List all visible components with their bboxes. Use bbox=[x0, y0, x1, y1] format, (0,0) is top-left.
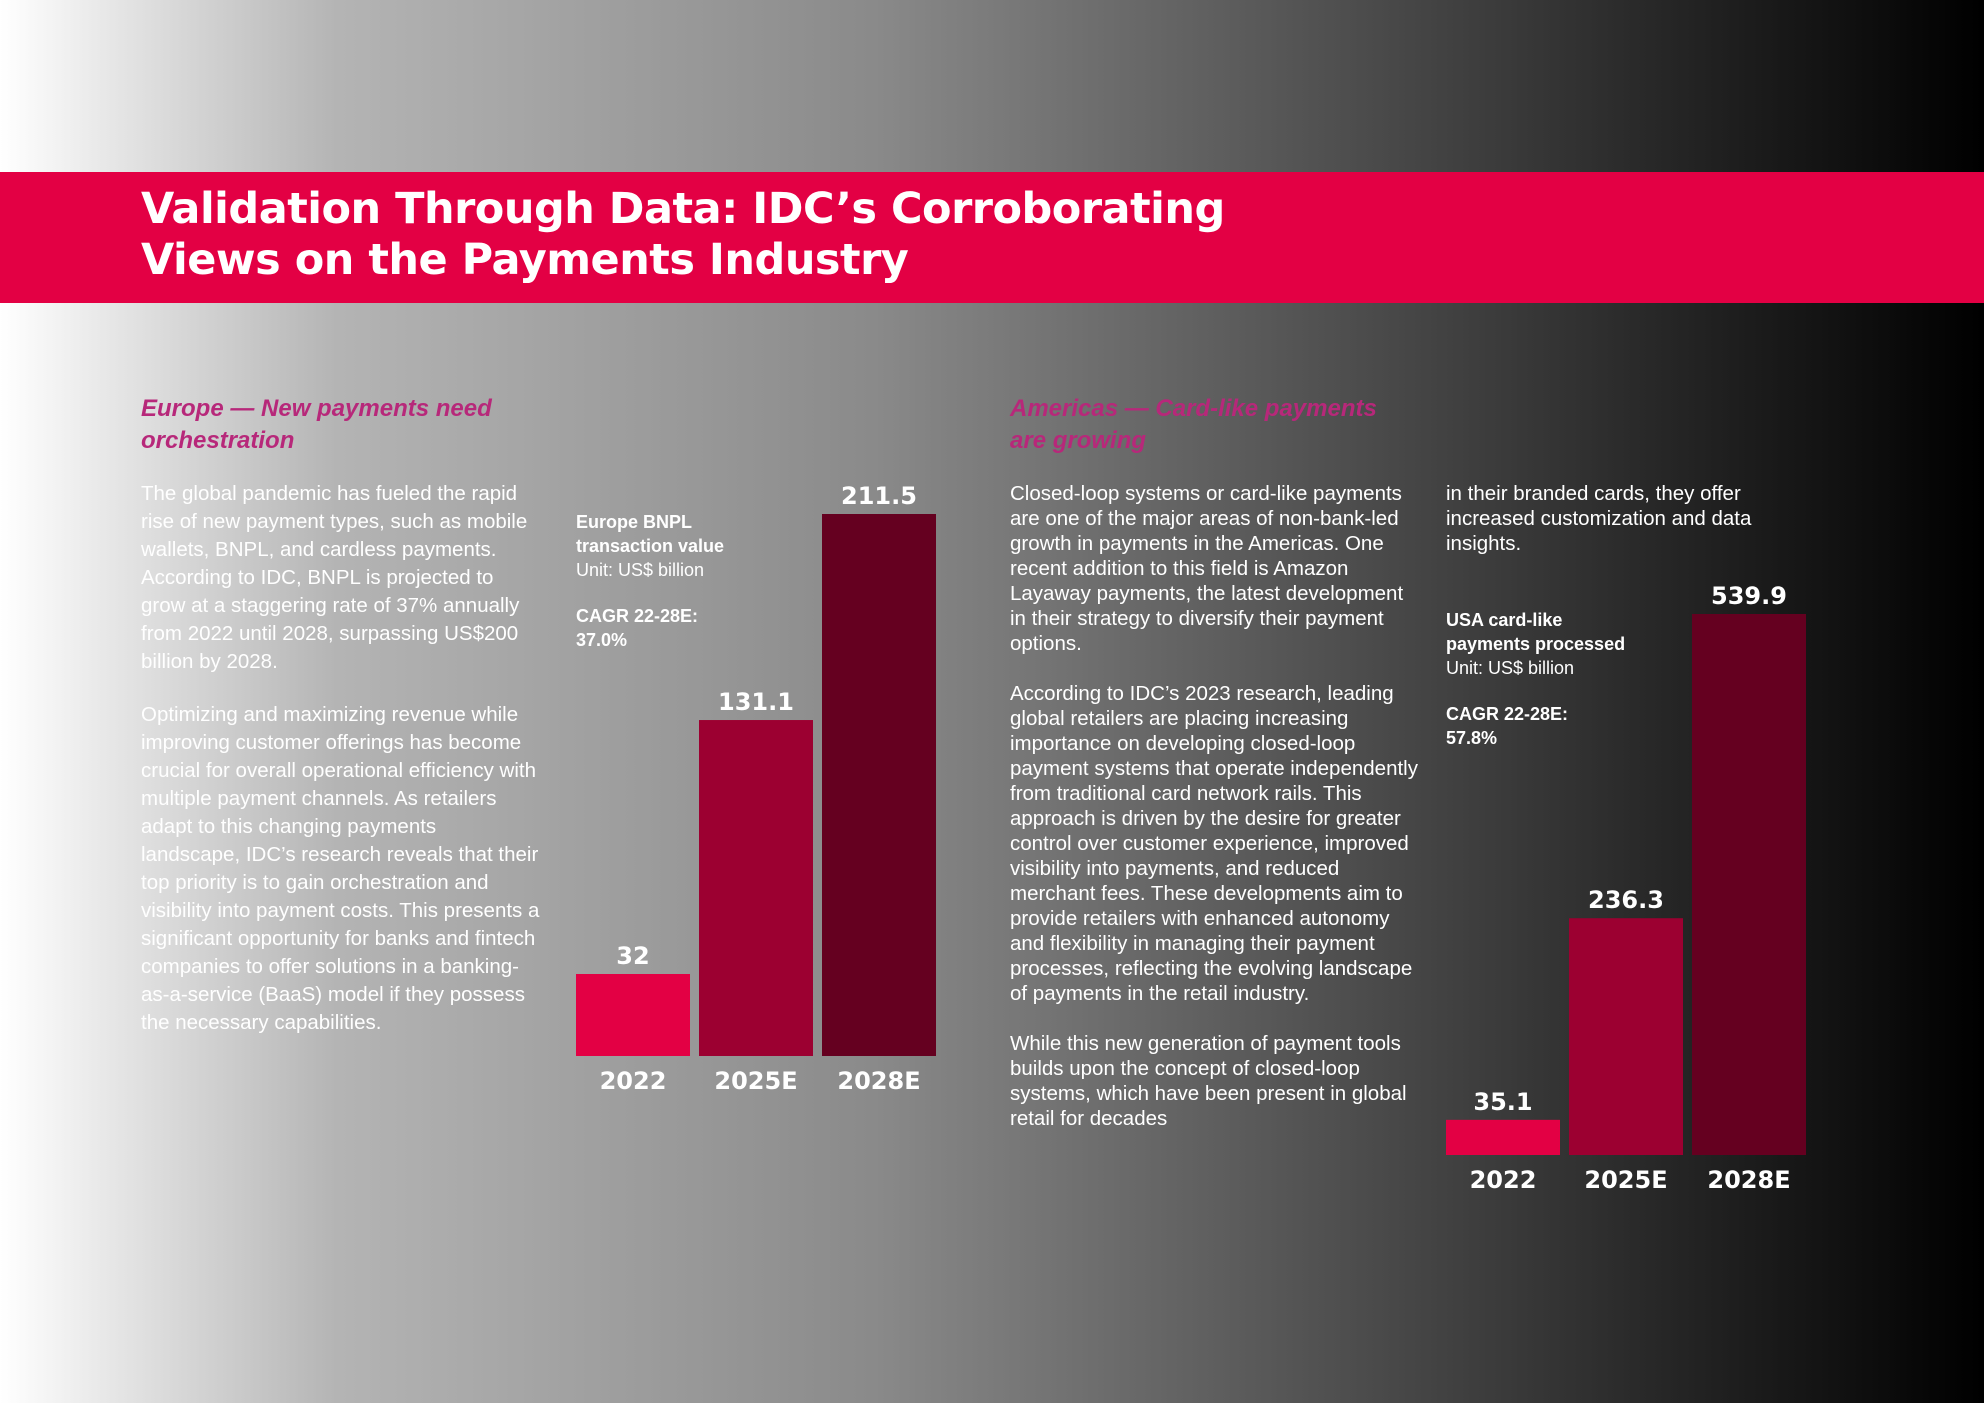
europe-bnpl-chart: Europe BNPL transaction value Unit: US$ … bbox=[575, 470, 945, 1095]
europe-paragraph-2: Optimizing and maximizing revenue while … bbox=[141, 703, 540, 1034]
usa-bar-2022 bbox=[1446, 1119, 1560, 1155]
americas-continuation-text: in their branded cards, they offer incre… bbox=[1446, 482, 1752, 555]
page-title-line-2: Views on the Payments Industry bbox=[141, 235, 909, 285]
usa-bar-2025e bbox=[1569, 918, 1683, 1155]
usa-category-label-2028e: 2028E bbox=[1707, 1166, 1790, 1194]
page-title-line-1: Validation Through Data: IDC’s Corrobora… bbox=[141, 184, 1225, 234]
europe-chart-title-line-2: transaction value bbox=[576, 536, 725, 556]
europe-chart-unit: Unit: US$ billion bbox=[576, 560, 705, 580]
europe-bar-2025e bbox=[699, 720, 813, 1056]
usa-chart-cagr-value: 57.8% bbox=[1446, 728, 1498, 748]
europe-category-label-2028e: 2028E bbox=[837, 1067, 920, 1095]
americas-continuation: in their branded cards, they offer incre… bbox=[1446, 481, 1816, 581]
europe-value-label-2025e: 131.1 bbox=[718, 688, 794, 716]
europe-category-label-2025e: 2025E bbox=[714, 1067, 797, 1095]
europe-bar-2022 bbox=[576, 973, 690, 1056]
europe-title-line-1: Europe — New payments need bbox=[141, 395, 492, 422]
usa-value-label-2028e: 539.9 bbox=[1711, 582, 1787, 610]
usa-card-like-chart: USA card-like payments processed Unit: U… bbox=[1445, 570, 1815, 1194]
europe-paragraph-1: The global pandemic has fueled the rapid… bbox=[141, 482, 528, 673]
europe-value-label-2028e: 211.5 bbox=[841, 482, 917, 510]
europe-value-label-2022: 32 bbox=[616, 942, 649, 970]
europe-chart-legend: Europe BNPL transaction value Unit: US$ … bbox=[576, 510, 776, 652]
europe-category-label-2022: 2022 bbox=[600, 1067, 667, 1095]
europe-chart-cagr-label: CAGR 22-28E: bbox=[576, 606, 699, 626]
usa-chart-unit: Unit: US$ billion bbox=[1446, 658, 1575, 678]
europe-chart-svg: 32 2022 131.1 2025E 211.5 2028E bbox=[576, 482, 936, 1095]
header-banner: Validation Through Data: IDC’s Corrobora… bbox=[0, 172, 1984, 303]
usa-bar-2028e bbox=[1692, 614, 1806, 1155]
usa-value-label-2022: 35.1 bbox=[1473, 1088, 1532, 1116]
americas-paragraph-2: According to IDC’s 2023 research, leadin… bbox=[1010, 682, 1418, 1005]
europe-section-title: Europe — New payments need orchestration bbox=[141, 393, 541, 457]
usa-category-label-2025e: 2025E bbox=[1584, 1166, 1667, 1194]
europe-title-line-2: orchestration bbox=[141, 427, 295, 454]
page-title: Validation Through Data: IDC’s Corrobora… bbox=[141, 184, 1225, 286]
americas-title-line-1: Americas — Card-like payments bbox=[1010, 395, 1377, 422]
americas-body: Closed-loop systems or card-like payment… bbox=[1010, 481, 1420, 1156]
europe-body: The global pandemic has fueled the rapid… bbox=[141, 480, 541, 1062]
americas-section-title: Americas — Card-like payments are growin… bbox=[1010, 393, 1430, 457]
usa-chart-legend: USA card-like payments processed Unit: U… bbox=[1446, 608, 1646, 750]
americas-paragraph-3: While this new generation of payment too… bbox=[1010, 1032, 1407, 1130]
europe-chart-title-line-1: Europe BNPL bbox=[576, 512, 693, 532]
europe-chart-cagr-value: 37.0% bbox=[576, 630, 628, 650]
usa-chart-cagr-label: CAGR 22-28E: bbox=[1446, 704, 1569, 724]
usa-value-label-2025e: 236.3 bbox=[1588, 886, 1664, 914]
usa-chart-svg: 35.1 2022 236.3 2025E 539.9 2028E bbox=[1446, 582, 1806, 1194]
europe-bar-2028e bbox=[822, 514, 936, 1056]
americas-title-line-2: are growing bbox=[1010, 427, 1147, 454]
americas-paragraph-1: Closed-loop systems or card-like payment… bbox=[1010, 482, 1404, 655]
usa-chart-title-line-1: USA card-like bbox=[1446, 610, 1563, 630]
usa-chart-title-line-2: payments processed bbox=[1446, 634, 1626, 654]
usa-category-label-2022: 2022 bbox=[1470, 1166, 1537, 1194]
